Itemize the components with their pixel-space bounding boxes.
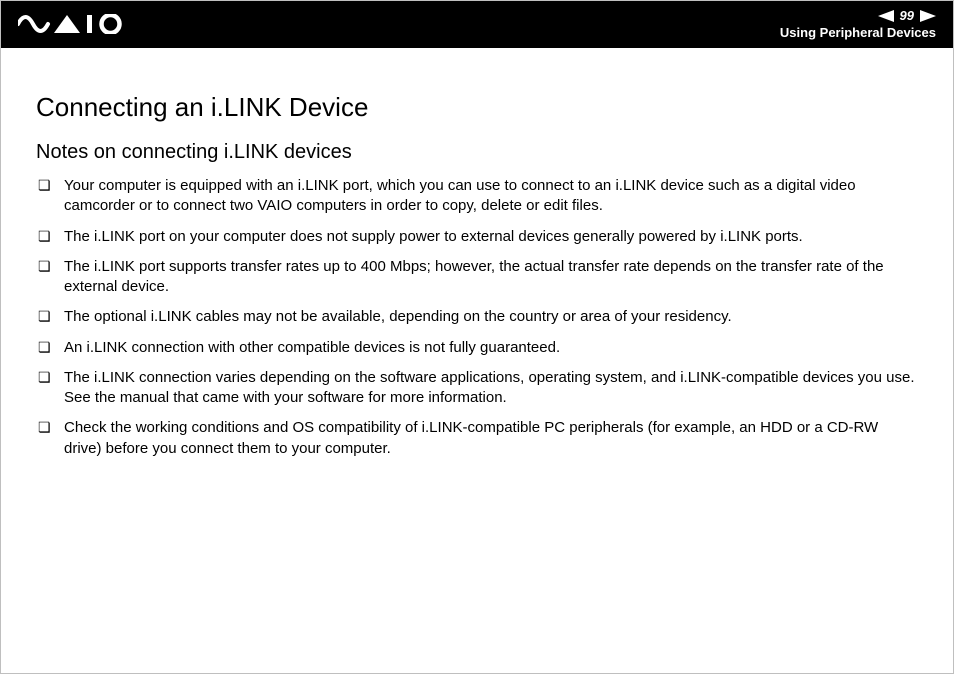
page-nav: 99: [878, 8, 936, 23]
list-item: An i.LINK connection with other compatib…: [60, 338, 918, 358]
page-root: 99 Using Peripheral Devices Connecting a…: [0, 0, 954, 674]
list-item: The i.LINK port on your computer does no…: [60, 227, 918, 247]
top-bar: 99 Using Peripheral Devices: [0, 0, 954, 48]
list-item: Check the working conditions and OS comp…: [60, 418, 918, 459]
list-item: The i.LINK port supports transfer rates …: [60, 257, 918, 298]
list-item: The i.LINK connection varies depending o…: [60, 368, 918, 409]
vaio-logo: [18, 14, 128, 34]
list-item: The optional i.LINK cables may not be av…: [60, 307, 918, 327]
section-title: Using Peripheral Devices: [780, 25, 936, 40]
page-title: Connecting an i.LINK Device: [36, 92, 918, 123]
list-item: Your computer is equipped with an i.LINK…: [60, 176, 918, 217]
page-number: 99: [900, 8, 914, 23]
content-area: Connecting an i.LINK Device Notes on con…: [0, 48, 954, 459]
header-right: 99 Using Peripheral Devices: [780, 8, 936, 40]
next-page-arrow-icon[interactable]: [920, 10, 936, 22]
page-subtitle: Notes on connecting i.LINK devices: [36, 141, 918, 164]
notes-list: Your computer is equipped with an i.LINK…: [36, 176, 918, 459]
prev-page-arrow-icon[interactable]: [878, 10, 894, 22]
